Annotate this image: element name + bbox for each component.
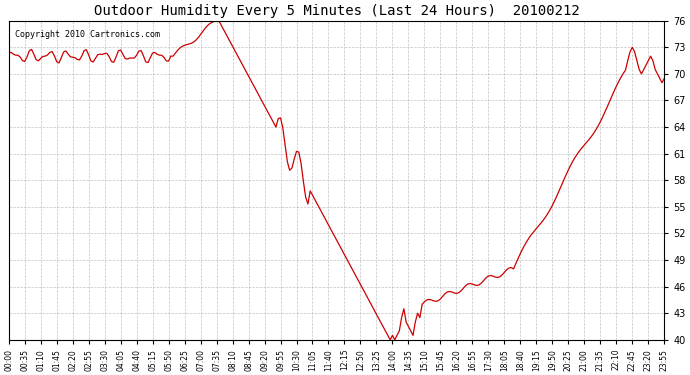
Text: Copyright 2010 Cartronics.com: Copyright 2010 Cartronics.com <box>15 30 160 39</box>
Title: Outdoor Humidity Every 5 Minutes (Last 24 Hours)  20100212: Outdoor Humidity Every 5 Minutes (Last 2… <box>94 4 580 18</box>
